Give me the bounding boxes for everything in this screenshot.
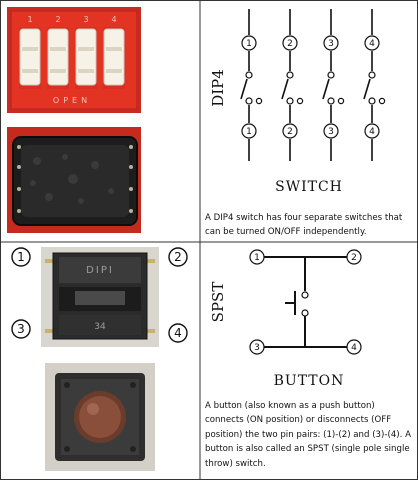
- dip-switch-lever: [19, 28, 41, 86]
- dip4-schematic-cell: DIP4: [201, 1, 417, 241]
- button-schematic-cell: SPST 1 2 3 4 BUTTON A button (also known…: [201, 243, 417, 479]
- dip-terminal-number: 1: [246, 127, 252, 137]
- dip4-top-photo: 1 2 3 4 OPEN: [7, 7, 141, 113]
- dip-photo-number: 1: [27, 15, 32, 24]
- button-photo-label: 3: [17, 322, 25, 336]
- dip-photo-footer: OPEN: [53, 96, 91, 105]
- spst-pin-number: 3: [254, 343, 260, 353]
- dip-terminal-number: 1: [246, 39, 252, 49]
- dip-switch-symbol: [240, 9, 250, 161]
- button-side-photo: DIPI 34: [41, 247, 159, 347]
- dip-photo-number: 2: [55, 15, 60, 24]
- spst-pin-number: 2: [351, 253, 357, 263]
- button-photo-label: 2: [174, 250, 182, 264]
- dip-terminal-number: 3: [328, 39, 334, 49]
- spst-pin-number: 4: [351, 343, 357, 353]
- dip-photo-number: 3: [83, 15, 88, 24]
- spst-pin-number: 1: [254, 253, 260, 263]
- spst-schematic: 1 2 3 4: [249, 249, 362, 355]
- dip4-bottom-photo: [7, 127, 141, 233]
- button-body-text: DIPI: [86, 265, 114, 276]
- spst-caption: A button (also known as a push button) c…: [205, 401, 411, 469]
- spst-title: BUTTON: [273, 373, 345, 389]
- dip-terminal-number: 4: [369, 39, 375, 49]
- dip-terminal-number: 2: [287, 127, 293, 137]
- dip-terminal-number: 2: [287, 39, 293, 49]
- button-top-photo: [45, 363, 155, 471]
- button-photo-labels: 1 2 3 4: [11, 247, 188, 343]
- dip-switch-lever: [75, 28, 97, 86]
- dip-switch-symbol: [322, 9, 332, 161]
- dip4-title: SWITCH: [275, 179, 343, 195]
- dip4-photo-cell: 1 2 3 4 OPEN: [1, 1, 199, 241]
- button-photo-cell: 1 2 3 4 DIPI 34: [1, 243, 199, 479]
- dip-photo-number: 4: [111, 15, 116, 24]
- dip4-back-board: [7, 127, 141, 233]
- dip4-caption: A DIP4 switch has four separate switches…: [205, 213, 403, 238]
- button-photo-label: 4: [174, 326, 182, 340]
- dip-switch-lever: [47, 28, 69, 86]
- dip-terminal-number: 3: [328, 127, 334, 137]
- dip4-board: 1 2 3 4 OPEN: [7, 7, 141, 113]
- dip4-schematic: 1 2 3 4 1 2 3 4: [240, 9, 386, 161]
- dip-switch-lever: [103, 28, 125, 86]
- button-photo-label: 1: [17, 250, 25, 264]
- button-bottom-text: 34: [94, 322, 106, 332]
- dip-switch-symbol: [281, 9, 291, 161]
- dip-switch-symbol: [363, 9, 373, 161]
- dip-terminal-number: 4: [369, 127, 375, 137]
